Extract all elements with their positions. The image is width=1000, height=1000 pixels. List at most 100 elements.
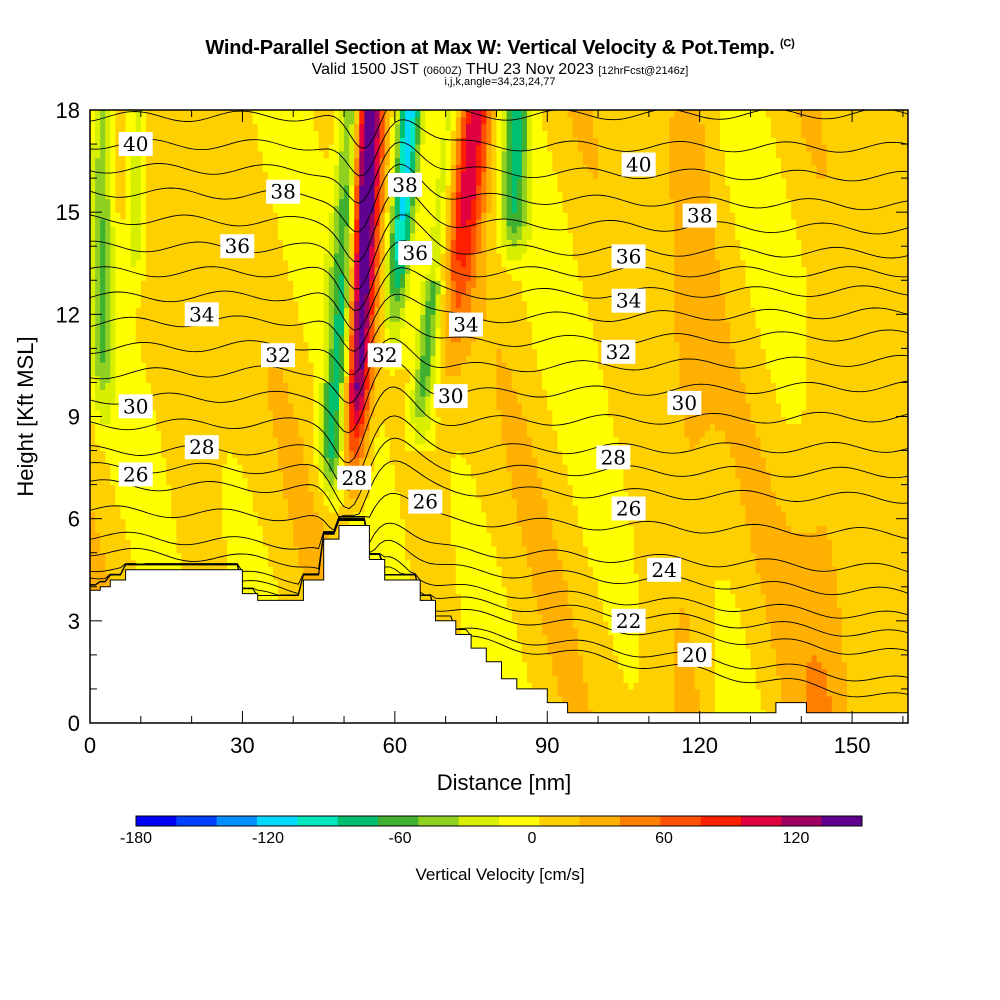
- velocity-cell: [552, 675, 559, 683]
- velocity-cell: [542, 654, 548, 663]
- velocity-cell: [857, 573, 863, 581]
- velocity-cell: [786, 695, 792, 704]
- velocity-cell: [730, 634, 736, 642]
- velocity-cell: [730, 545, 736, 554]
- velocity-cell: [537, 668, 543, 676]
- velocity-cell: [806, 641, 813, 649]
- velocity-cell: [410, 525, 416, 533]
- velocity-cell: [872, 511, 879, 520]
- velocity-cell: [659, 675, 665, 683]
- velocity-cell: [714, 627, 721, 636]
- velocity-cell: [816, 566, 823, 574]
- velocity-cell: [166, 525, 172, 533]
- velocity-cell: [770, 579, 777, 588]
- velocity-cell: [699, 525, 706, 533]
- velocity-cell: [430, 573, 437, 581]
- velocity-cell: [760, 641, 767, 649]
- velocity-cell: [836, 695, 843, 704]
- velocity-cell: [288, 566, 294, 574]
- velocity-cell: [775, 593, 782, 601]
- velocity-cell: [714, 682, 721, 690]
- velocity-cell: [628, 675, 635, 683]
- velocity-cell: [902, 552, 908, 561]
- velocity-cell: [516, 682, 523, 690]
- velocity-cell: [714, 593, 721, 601]
- velocity-cell: [598, 566, 604, 574]
- velocity-cell: [831, 682, 838, 690]
- velocity-cell: [511, 661, 518, 670]
- velocity-cell: [150, 518, 157, 527]
- velocity-cell: [181, 545, 188, 554]
- velocity-cell: [257, 593, 264, 601]
- velocity-cell: [506, 586, 513, 595]
- velocity-cell: [704, 586, 711, 595]
- velocity-cell: [857, 654, 863, 663]
- velocity-cell: [135, 559, 142, 567]
- velocity-cell: [521, 518, 528, 527]
- velocity-cell: [435, 518, 442, 527]
- velocity-cell: [95, 511, 101, 520]
- velocity-cell: [130, 511, 137, 520]
- velocity-cell: [257, 552, 264, 561]
- velocity-cell: [384, 532, 391, 540]
- velocity-cell: [811, 518, 818, 527]
- velocity-cell: [836, 661, 843, 670]
- velocity-cell: [623, 654, 630, 663]
- velocity-cell: [750, 668, 757, 676]
- velocity-cell: [745, 573, 752, 581]
- velocity-cell: [471, 511, 477, 520]
- velocity-cell: [730, 532, 736, 540]
- velocity-cell: [750, 593, 757, 601]
- velocity-cell: [791, 634, 797, 642]
- velocity-cell: [206, 539, 213, 547]
- velocity-cell: [638, 532, 645, 540]
- velocity-cell: [735, 600, 741, 608]
- velocity-cell: [211, 539, 218, 547]
- velocity-cell: [887, 593, 894, 601]
- velocity-cell: [237, 559, 244, 567]
- velocity-cell: [526, 668, 533, 676]
- velocity-cell: [714, 552, 721, 561]
- velocity-cell: [410, 511, 416, 520]
- velocity-cell: [887, 573, 894, 581]
- velocity-cell: [689, 620, 696, 629]
- velocity-cell: [775, 579, 782, 588]
- velocity-cell: [186, 518, 193, 527]
- velocity-cell: [572, 682, 579, 690]
- velocity-cell: [145, 539, 152, 547]
- velocity-cell: [857, 518, 863, 527]
- velocity-cell: [227, 532, 233, 540]
- velocity-cell: [750, 634, 757, 642]
- velocity-cell: [333, 532, 340, 540]
- velocity-cell: [709, 511, 716, 520]
- velocity-cell: [760, 614, 767, 622]
- velocity-cell: [887, 668, 894, 676]
- velocity-cell: [897, 539, 904, 547]
- velocity-cell: [847, 627, 853, 636]
- velocity-cell: [664, 627, 670, 636]
- velocity-cell: [643, 518, 650, 527]
- velocity-cell: [882, 614, 889, 622]
- velocity-cell: [674, 511, 680, 520]
- velocity-cell: [867, 641, 874, 649]
- velocity-cell: [562, 682, 569, 690]
- velocity-cell: [699, 634, 706, 642]
- velocity-cell: [125, 539, 132, 547]
- copyright-mark: (C): [779, 37, 795, 50]
- velocity-cell: [547, 579, 553, 588]
- velocity-cell: [852, 702, 858, 710]
- velocity-cell: [786, 654, 792, 663]
- velocity-cell: [780, 682, 787, 690]
- velocity-cell: [608, 627, 614, 636]
- velocity-cell: [608, 654, 614, 663]
- velocity-cell: [277, 579, 284, 588]
- velocity-cell: [857, 661, 863, 670]
- velocity-cell: [511, 579, 518, 588]
- velocity-cell: [684, 668, 691, 676]
- velocity-cell: [897, 702, 904, 710]
- chart-subtitle: Valid 1500 JST (0600Z) THU 23 Nov 2023 […: [0, 61, 1000, 79]
- velocity-cell: [857, 634, 863, 642]
- velocity-cell: [445, 545, 452, 554]
- velocity-cell: [902, 648, 908, 656]
- velocity-cell: [699, 627, 706, 636]
